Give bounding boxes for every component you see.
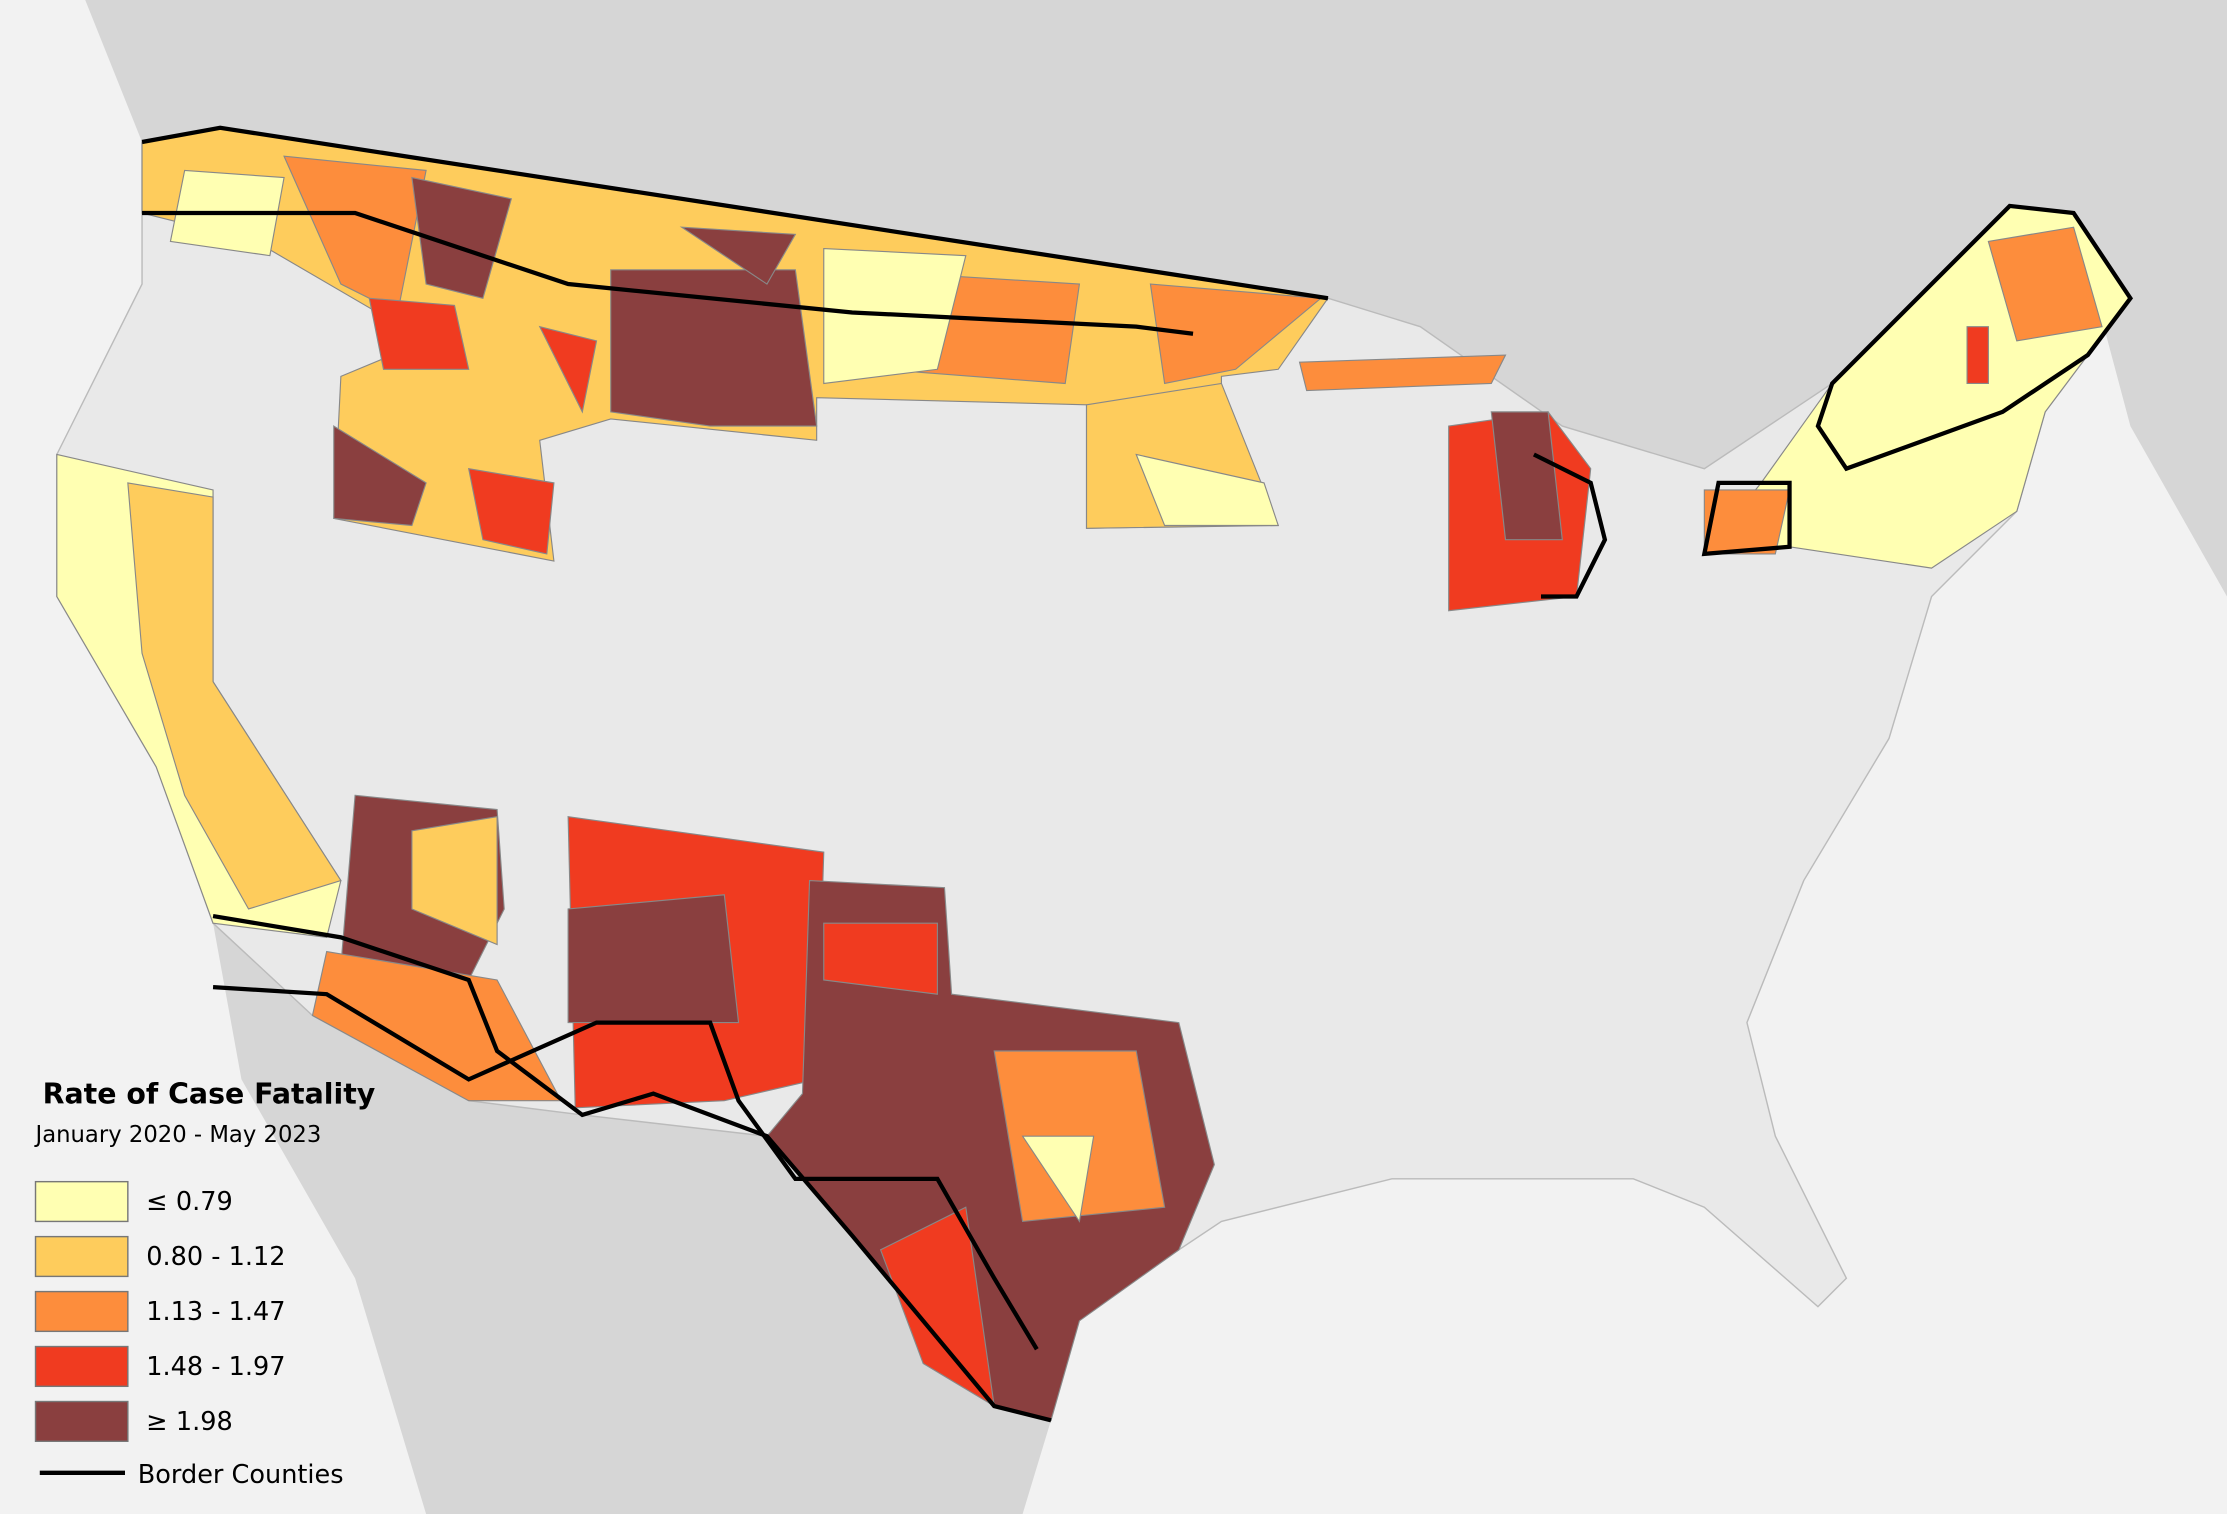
county-region [1149,283,1323,385]
county-region [1021,1135,1095,1223]
legend-label: 0.80 - 1.12 [146,1242,285,1272]
county-region [679,226,797,285]
legend-label: ≤ 0.79 [146,1187,232,1217]
legend-swatch [34,1180,129,1223]
county-region [1966,326,1989,385]
legend-subtitle: January 2020 - May 2023 [34,1122,322,1148]
county-region [368,297,470,370]
canada [0,0,2227,597]
county-region [1490,411,1563,541]
legend-swatch [34,1345,129,1388]
county-region [311,950,562,1102]
county-region [333,425,427,527]
legend-swatch [34,1400,129,1442]
county-region [411,815,498,946]
county-region [1135,453,1280,527]
county-region [879,1206,995,1408]
county-region [467,467,555,555]
legend-title: Rate of Case Fatality [43,1078,376,1111]
county-region [1987,226,2103,342]
legend-label: 1.48 - 1.97 [146,1352,285,1382]
county-region [567,894,740,1024]
legend-swatch [34,1290,129,1333]
county-region [823,922,938,995]
legend-label: 1.13 - 1.47 [146,1297,285,1327]
legend: Rate of Case Fatality January 2020 - May… [34,1078,376,1490]
border-label: Border Counties [138,1460,344,1490]
county-region [1703,489,1791,555]
mexico [213,923,1052,1514]
county-region [538,325,598,414]
county-region [411,176,513,299]
county-region [1298,354,1507,392]
legend-swatch [34,1235,129,1278]
border-outlines [141,125,2134,1423]
county-region [127,482,342,910]
legend-label: ≥ 1.98 [146,1407,232,1437]
county-regions [56,127,2132,1421]
